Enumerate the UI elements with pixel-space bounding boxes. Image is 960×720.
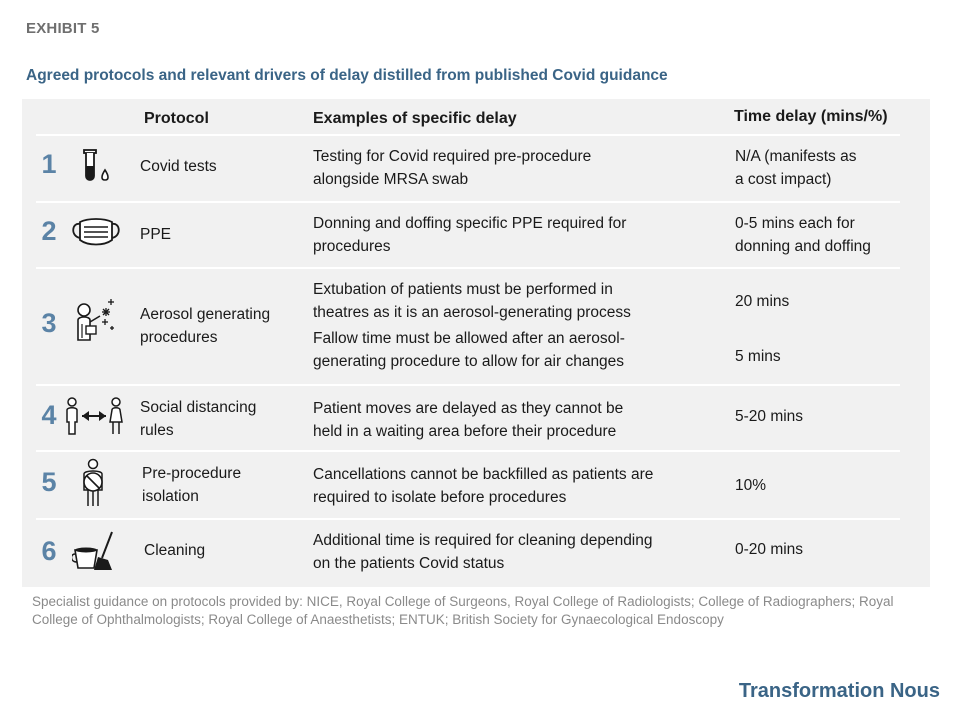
row-divider [36,450,900,452]
time-delay-value: 10% [735,477,767,494]
exhibit-label: EXHIBIT 5 [26,20,100,37]
delay-example: Donning and doffing specific PPE require… [313,215,627,255]
delay-example: Testing for Covid required pre-procedure… [313,148,592,188]
row-number: 5 [41,467,57,497]
header-time-delay: Time delay (mins/%) [734,108,888,125]
footnote-sources: Specialist guidance on protocols provide… [32,594,894,627]
protocol-name: Cleaning [144,542,206,559]
protocol-name: Social distancing rules [140,399,257,439]
header-protocol: Protocol [144,110,209,127]
time-delay-value: 20 mins [735,293,790,310]
delay-example: Additional time is required for cleaning… [313,532,653,572]
protocol-table-panel [22,99,930,587]
face-mask-icon [72,218,120,246]
protocol-name: PPE [140,226,172,243]
page-subtitle: Agreed protocols and relevant drivers of… [26,67,668,84]
isolation-person-icon [83,458,103,506]
cleaning-icon [72,531,113,570]
row-divider [36,134,900,136]
brand-logo-text: Transformation Nous [738,680,940,702]
aerosol-icon [77,299,114,341]
row-divider [36,518,900,520]
time-delay-value: N/A (manifests as a cost impact) [735,148,857,188]
protocol-name: Pre-procedure isolation [142,465,242,505]
delay-example: Extubation of patients must be performed… [313,281,631,321]
delay-example: Fallow time must be allowed after an aer… [313,330,625,370]
row-number: 2 [41,216,57,246]
social-distancing-icon [66,397,123,435]
delay-example: Patient moves are delayed as they cannot… [313,400,624,440]
row-number: 1 [41,149,57,179]
test-tube-icon [83,149,109,181]
time-delay-value: 5-20 mins [735,408,804,425]
header-examples: Examples of specific delay [313,110,517,127]
protocol-name: Aerosol generating procedures [140,306,271,346]
row-divider [36,267,900,269]
row-divider [36,384,900,386]
row-number: 4 [41,400,57,430]
row-divider [36,201,900,203]
row-number: 6 [41,536,57,566]
row-number: 3 [41,308,57,338]
delay-example: Cancellations cannot be backfilled as pa… [313,466,654,506]
time-delay-value: 0-20 mins [735,541,804,558]
time-delay-value: 0-5 mins each for donning and doffing [735,215,871,255]
time-delay-value: 5 mins [735,348,781,365]
protocol-name: Covid tests [140,158,217,175]
